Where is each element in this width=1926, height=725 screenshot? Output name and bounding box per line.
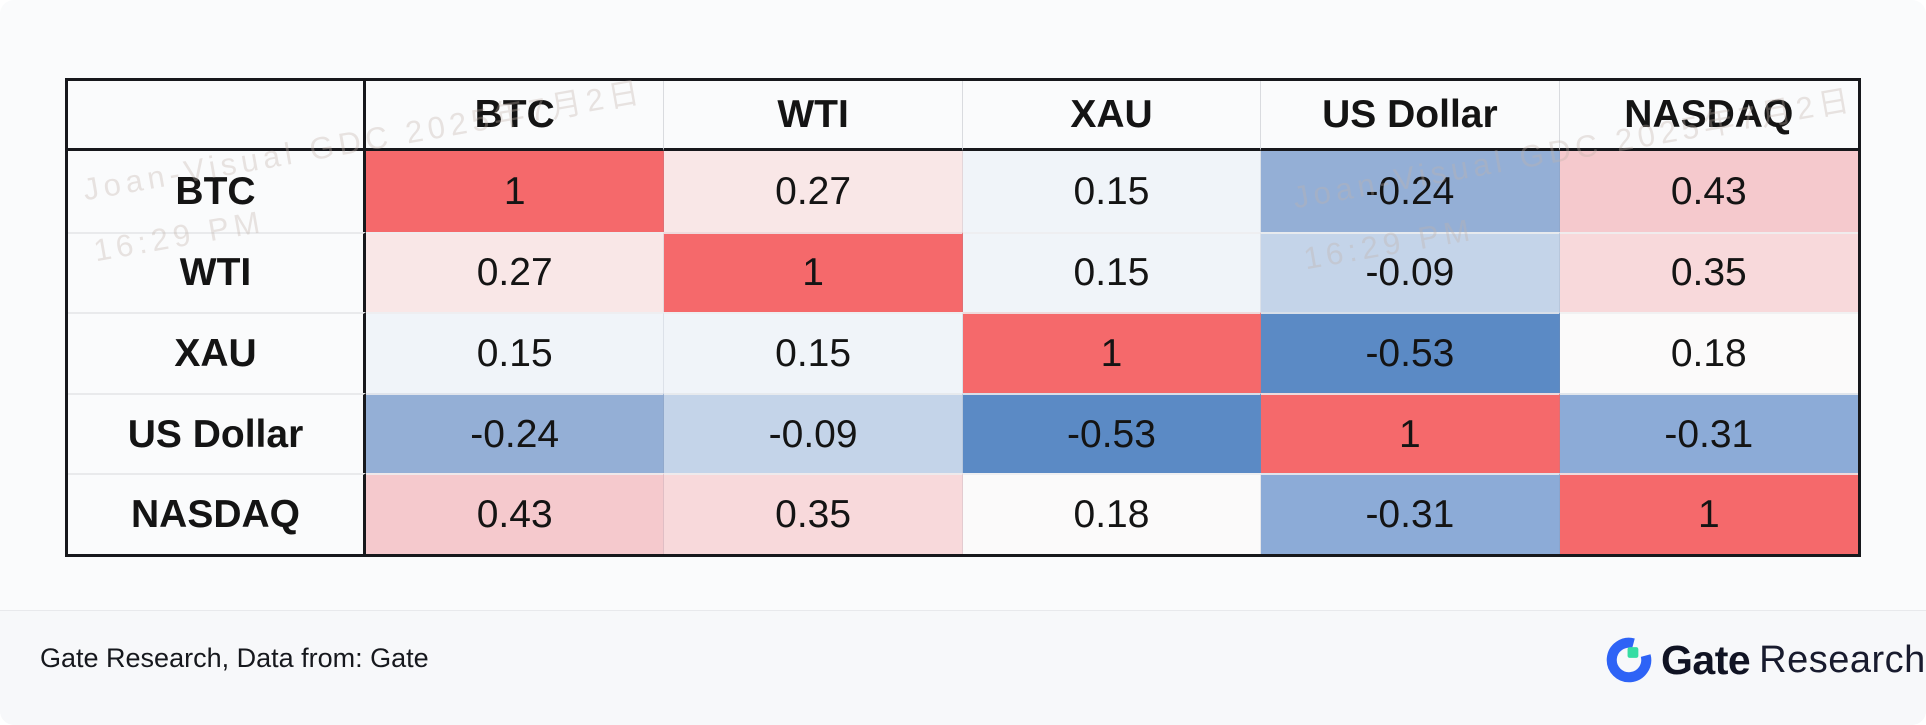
brand-research-text: Research: [1759, 638, 1926, 681]
column-header-xau: XAU: [962, 81, 1262, 151]
correlation-matrix-table: BTC WTI XAU US Dollar NASDAQ BTC 1 0.27 0.15 -0.2…: [65, 78, 1861, 557]
matrix-cell-us-dollar-wti: -0.09: [664, 392, 963, 474]
column-header-nasdaq: NASDAQ: [1559, 81, 1858, 151]
gate-logo-green-square: [1627, 647, 1639, 658]
matrix-cell-btc-nasdaq: 0.43: [1559, 151, 1858, 232]
matrix-cell-wti-wti: 1: [664, 231, 963, 313]
matrix-cell-us-dollar-btc: -0.24: [366, 392, 665, 474]
column-header-us-dollar: US Dollar: [1261, 81, 1560, 151]
matrix-cell-nasdaq-xau: 0.18: [962, 473, 1262, 554]
matrix-cell-wti-nasdaq: 0.35: [1559, 231, 1858, 313]
matrix-cell-xau-us-dollar: -0.53: [1261, 312, 1560, 393]
gate-research-logo: Gate Research: [1606, 633, 1926, 687]
row-label-us-dollar: US Dollar: [68, 392, 366, 474]
gate-logo-icon: [1606, 637, 1652, 683]
matrix-cell-xau-xau: 1: [962, 312, 1262, 393]
matrix-cell-xau-btc: 0.15: [366, 312, 665, 393]
matrix-cell-nasdaq-us-dollar: -0.31: [1261, 473, 1560, 554]
matrix-cell-us-dollar-nasdaq: -0.31: [1559, 392, 1858, 474]
matrix-cell-xau-nasdaq: 0.18: [1559, 312, 1858, 393]
footer: Gate Research, Data from: Gate Gate Rese…: [0, 610, 1926, 725]
matrix-cell-nasdaq-wti: 0.35: [664, 473, 963, 554]
source-note: Gate Research, Data from: Gate: [40, 643, 429, 673]
matrix-cell-wti-xau: 0.15: [962, 231, 1262, 313]
matrix-cell-us-dollar-us-dollar: 1: [1261, 392, 1560, 474]
row-label-xau: XAU: [68, 312, 366, 393]
matrix-cell-btc-btc: 1: [366, 151, 665, 232]
matrix-cell-wti-us-dollar: -0.09: [1261, 231, 1560, 313]
matrix-cell-btc-wti: 0.27: [664, 151, 963, 232]
brand-gate-text: Gate: [1661, 636, 1751, 683]
row-label-nasdaq: NASDAQ: [68, 473, 366, 554]
matrix-cell-xau-wti: 0.15: [664, 312, 963, 393]
matrix-cell-us-dollar-xau: -0.53: [962, 392, 1262, 474]
column-header-wti: WTI: [664, 81, 963, 151]
column-header-btc: BTC: [366, 81, 665, 151]
matrix-cell-wti-btc: 0.27: [366, 231, 665, 313]
row-label-btc: BTC: [68, 151, 366, 232]
matrix-cell-nasdaq-nasdaq: 1: [1559, 473, 1858, 554]
corner-cell: [68, 81, 366, 151]
matrix-cell-btc-xau: 0.15: [962, 151, 1262, 232]
row-label-wti: WTI: [68, 231, 366, 313]
matrix-cell-btc-us-dollar: -0.24: [1261, 151, 1560, 232]
matrix-cell-nasdaq-btc: 0.43: [366, 473, 665, 554]
